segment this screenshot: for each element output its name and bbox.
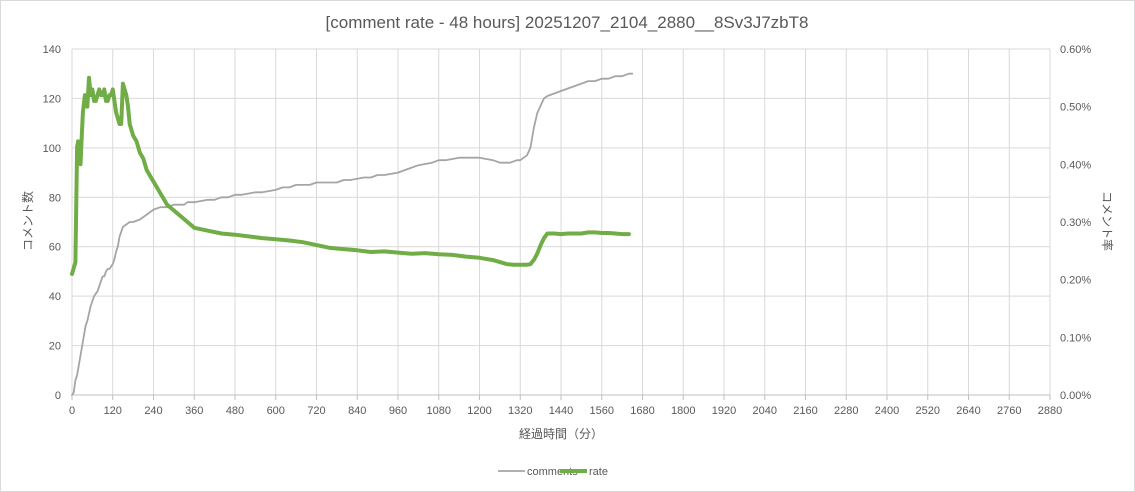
x-tick-label: 120 xyxy=(104,405,122,417)
y-tick-label: 120 xyxy=(43,93,61,105)
x-axis-title: 経過時間（分） xyxy=(519,427,603,441)
x-tick-label: 0 xyxy=(69,405,75,417)
x-tick-label: 840 xyxy=(348,405,366,417)
y-tick-label: 60 xyxy=(49,242,61,254)
y-tick-label: 20 xyxy=(49,341,61,353)
y2-tick-label: 0.10% xyxy=(1060,332,1091,344)
y2-tick-label: 0.40% xyxy=(1060,159,1091,171)
y-axis-title: コメント数 xyxy=(20,191,35,251)
x-tick-label: 2640 xyxy=(956,405,980,417)
x-tick-label: 2400 xyxy=(875,405,899,417)
series-line-rate xyxy=(70,75,631,276)
x-tick-label: 2040 xyxy=(753,405,777,417)
y-tick-label: 0 xyxy=(55,390,61,402)
x-tick-label: 2760 xyxy=(997,405,1021,417)
y-tick-label: 100 xyxy=(43,143,61,155)
x-tick-label: 240 xyxy=(144,405,162,417)
y2-tick-label: 0.60% xyxy=(1060,44,1091,56)
x-tick-label: 1680 xyxy=(630,405,654,417)
x-tick-label: 1800 xyxy=(671,405,695,417)
y2-tick-label: 0.20% xyxy=(1060,275,1091,287)
gridlines xyxy=(71,48,1051,396)
x-tick-label: 2880 xyxy=(1038,405,1062,417)
x-tick-label: 960 xyxy=(389,405,407,417)
x-tick-label: 1560 xyxy=(590,405,614,417)
series-line-comments xyxy=(71,72,634,396)
legend: comments rate xyxy=(498,466,608,478)
x-tick-label: 720 xyxy=(307,405,325,417)
y-tick-label: 40 xyxy=(49,291,61,303)
y2-axis-title: コメント率 xyxy=(1100,191,1115,251)
y2-tick-label: 0.50% xyxy=(1060,102,1091,114)
y2-tick-label: 0.30% xyxy=(1060,217,1091,229)
x-tick-label: 2520 xyxy=(916,405,940,417)
chart-title: [comment rate - 48 hours] 20251207_2104_… xyxy=(326,13,809,32)
y-tick-label: 80 xyxy=(49,192,61,204)
x-tick-label: 2280 xyxy=(834,405,858,417)
x-tick-label: 1080 xyxy=(427,405,451,417)
axes: 0204060801001201400.00%0.10%0.20%0.30%0.… xyxy=(43,44,1092,417)
x-tick-label: 480 xyxy=(226,405,244,417)
series-layer xyxy=(70,72,634,396)
x-tick-label: 2160 xyxy=(793,405,817,417)
x-tick-label: 360 xyxy=(185,405,203,417)
x-tick-label: 1320 xyxy=(508,405,532,417)
x-tick-label: 1920 xyxy=(712,405,736,417)
x-tick-label: 1200 xyxy=(467,405,491,417)
legend-label-rate: rate xyxy=(589,466,608,478)
y-tick-label: 140 xyxy=(43,44,61,56)
y2-tick-label: 0.00% xyxy=(1060,390,1091,402)
x-tick-label: 600 xyxy=(267,405,285,417)
x-tick-label: 1440 xyxy=(549,405,573,417)
